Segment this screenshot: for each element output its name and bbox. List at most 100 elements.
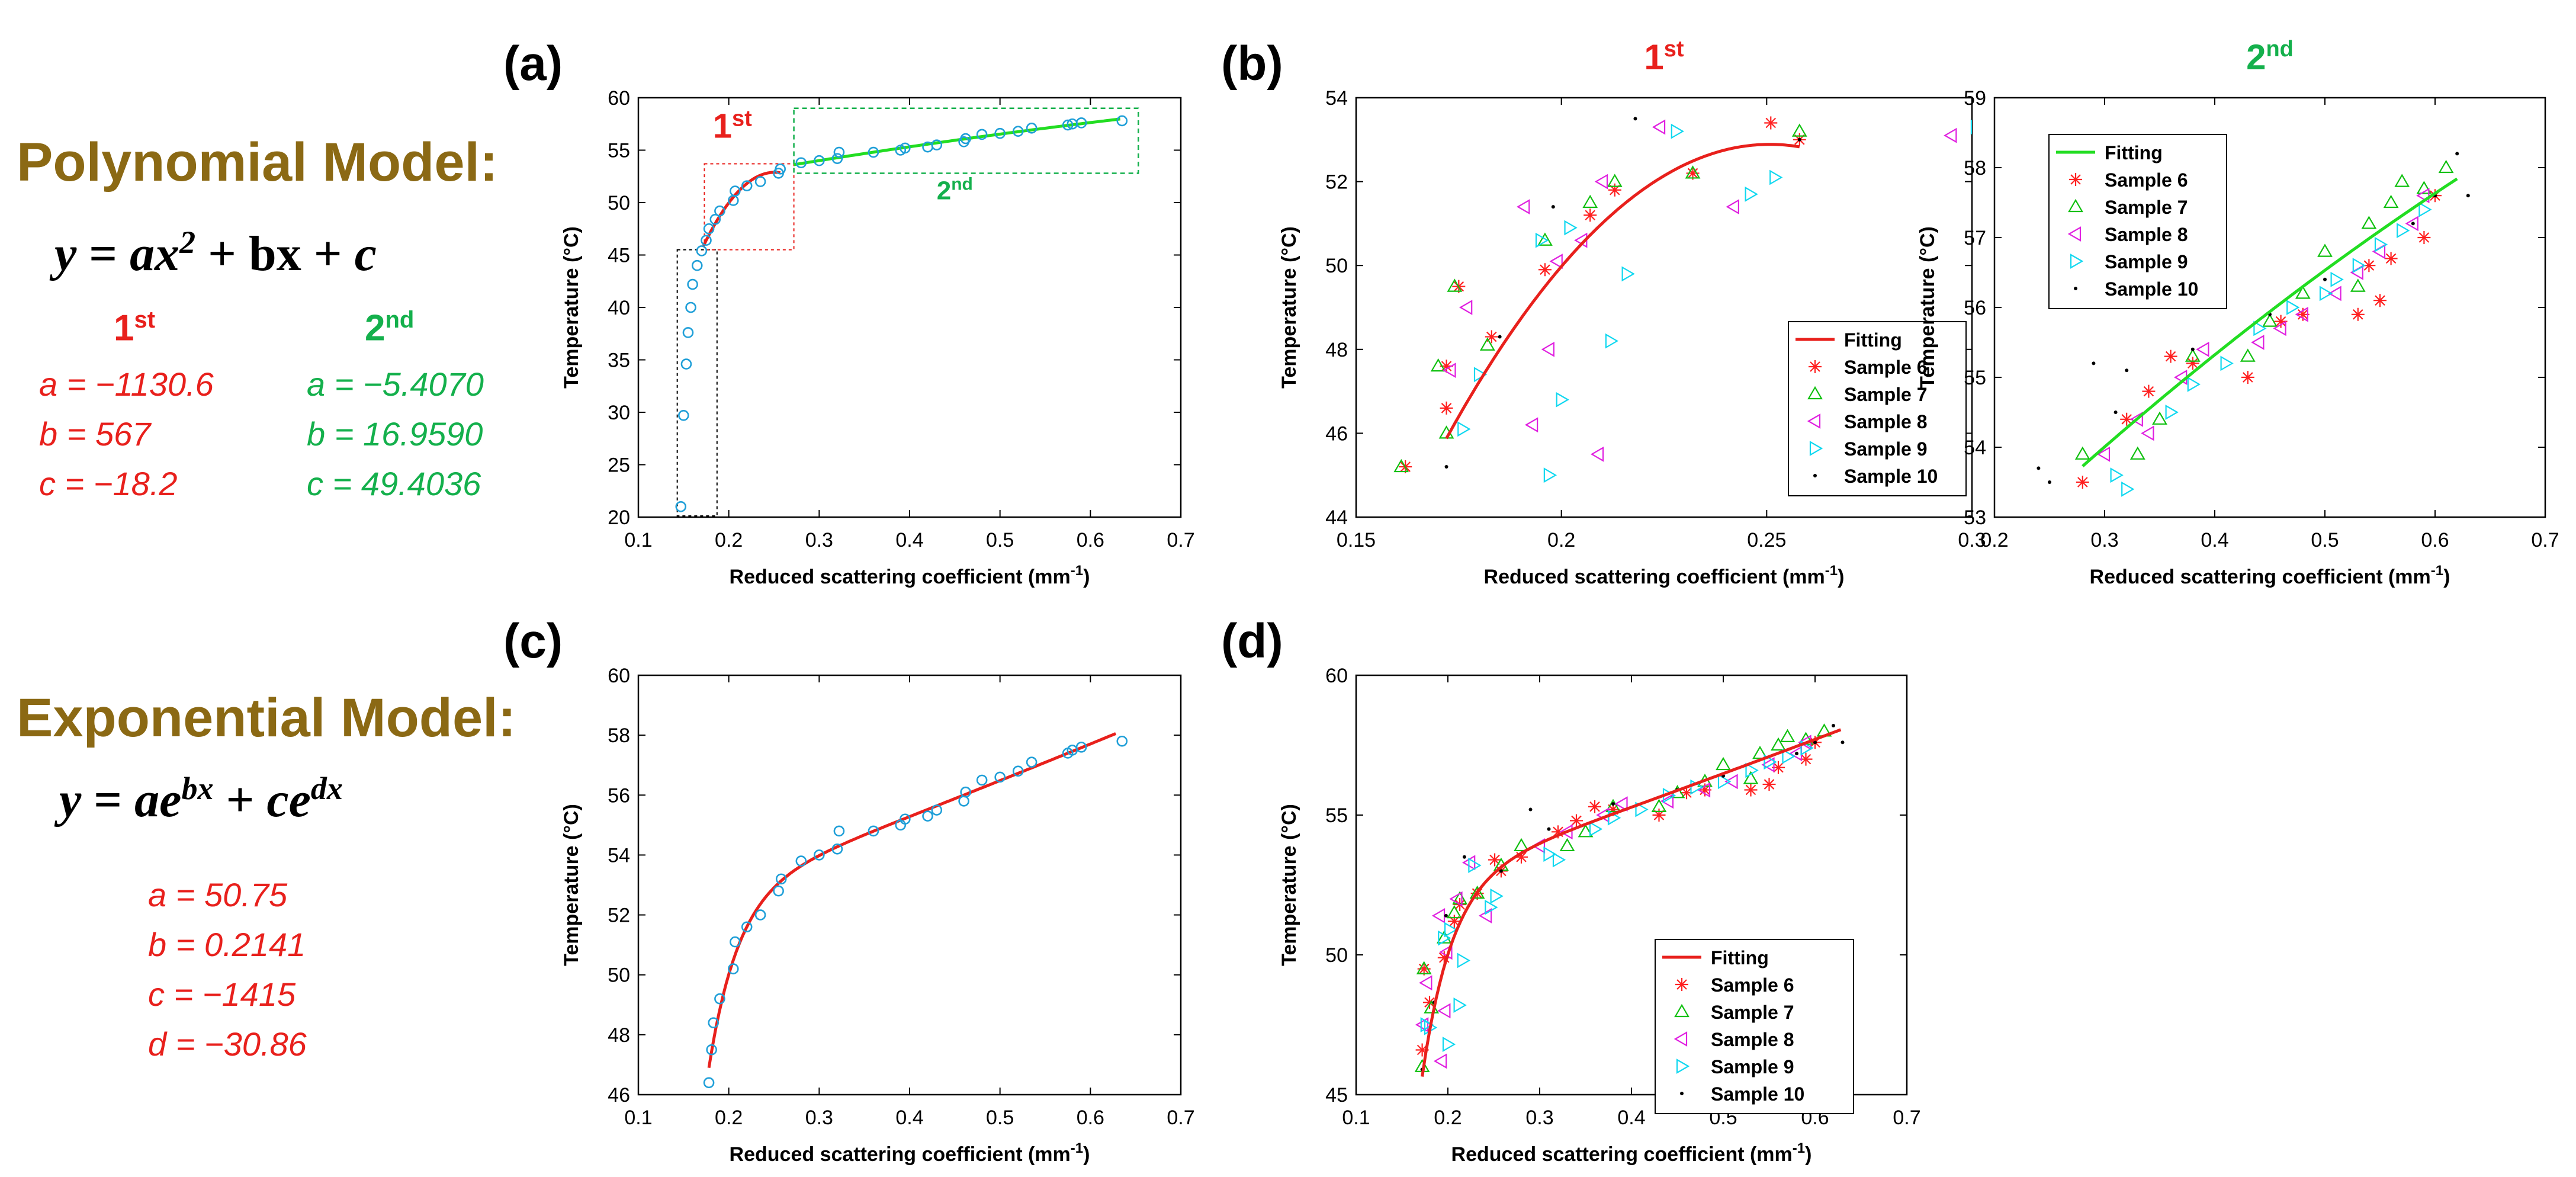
data-point [1764, 754, 1777, 770]
data-point [994, 127, 1006, 139]
data-point [1559, 838, 1575, 852]
data-point [1459, 300, 1473, 315]
data-point [685, 302, 696, 313]
legend-marker [1809, 441, 1823, 456]
data-point [2286, 300, 2300, 315]
region-box-initial [676, 249, 718, 517]
data-point [775, 873, 787, 885]
data-point [2152, 411, 2167, 425]
x-axis-label: Reduced scattering coefficient (mm-1) [730, 563, 1090, 588]
data-point [1607, 174, 1623, 187]
data-point [1724, 774, 1738, 790]
data-point [1457, 952, 1470, 968]
data-point [773, 885, 784, 897]
eq-equals: = [89, 226, 118, 281]
data-point [1437, 951, 1451, 964]
data-point [682, 327, 694, 338]
data-point [1393, 458, 1409, 473]
data-point [1762, 778, 1776, 791]
y-axis-label: Temperature (°C) [1278, 804, 1300, 966]
data-point [1635, 801, 1649, 817]
legend-marker [1674, 1003, 1690, 1018]
data-point [2273, 320, 2286, 336]
x-tick-label: 0.2 [715, 529, 743, 551]
data-point [833, 825, 845, 837]
legend-label: Fitting [1711, 947, 1769, 968]
plot-area [1393, 116, 1972, 483]
region-box-second [793, 107, 1139, 174]
data-point [1685, 165, 1701, 179]
x-tick-label: 0.6 [1077, 529, 1104, 551]
data-point [1726, 199, 1739, 214]
x-tick-label: 0.1 [1342, 1107, 1370, 1129]
data-point [976, 774, 988, 786]
x-tick-label: 0.4 [1617, 1107, 1645, 1129]
y-tick-label: 30 [608, 402, 630, 424]
data-point [2253, 320, 2267, 336]
chart-title: 2nd [2246, 37, 2294, 77]
data-point [728, 963, 739, 974]
data-point [1832, 723, 1835, 727]
data-point [976, 129, 988, 140]
data-point [2323, 277, 2327, 281]
data-point [2114, 410, 2118, 414]
data-point [2190, 347, 2195, 351]
data-point [960, 786, 971, 798]
annotation-second: 2nd [937, 175, 973, 206]
x-tick-label: 0.3 [805, 1107, 833, 1129]
data-point [2125, 368, 2129, 373]
x-tick-label: 0.1 [624, 1107, 652, 1129]
legend-marker [2068, 198, 2083, 213]
y-tick-label: 52 [608, 905, 630, 927]
data-point [2240, 348, 2256, 362]
data-point [2317, 243, 2333, 257]
data-point [1570, 814, 1583, 828]
x-tick-label: 0.3 [805, 529, 833, 551]
y-tick-label: 50 [1325, 944, 1348, 967]
panel-label: (d) [1221, 614, 1283, 668]
y-tick-label: 45 [1325, 1084, 1348, 1107]
chart-b1: 0.15 0.2 0.25 0.3 44 46 48 50 52 54 Reduced scatte… [1221, 37, 1986, 588]
plot-area [703, 732, 1128, 1089]
data-point [2394, 174, 2410, 187]
data-point [1614, 796, 1628, 812]
x-tick-label: 0.2 [1547, 529, 1575, 551]
data-point [1791, 123, 1807, 137]
data-point [831, 153, 843, 164]
data-point [1440, 360, 1453, 373]
data-point [1416, 961, 1432, 974]
legend-label: Sample 9 [2105, 251, 2188, 272]
data-point [1457, 421, 1471, 437]
data-point [730, 936, 741, 948]
x-tick-label: 0.7 [1167, 1107, 1194, 1129]
data-point [1652, 119, 1666, 135]
data-point [714, 205, 725, 217]
data-point [2361, 216, 2377, 229]
data-point [1944, 127, 1957, 143]
data-point [2220, 355, 2234, 371]
data-point [1490, 888, 1504, 904]
data-point [2141, 425, 2154, 441]
data-point [1717, 774, 1732, 790]
data-point [1444, 922, 1458, 938]
data-point [1498, 335, 1502, 339]
legend-label: Sample 8 [1844, 411, 1928, 432]
exp-eq-plus: + [226, 772, 255, 828]
data-point [1743, 771, 1759, 784]
fit-curve [1445, 143, 1800, 440]
y-tick-label: 48 [1325, 339, 1348, 361]
y-tick-label: 59 [1964, 87, 1986, 110]
panel-label: (b) [1221, 37, 1283, 91]
exp-coef-c: c = −1415 [148, 976, 296, 1013]
data-point [1419, 975, 1432, 991]
data-point [2262, 313, 2278, 327]
data-point [1012, 765, 1024, 777]
data-point [2186, 357, 2199, 370]
data-point [1415, 1043, 1429, 1057]
legend-label: Sample 10 [1844, 466, 1938, 487]
legend-marker [2069, 173, 2082, 186]
data-point [1462, 855, 1466, 859]
annotation-first: 1st [713, 106, 752, 145]
data-point [2417, 231, 2431, 244]
